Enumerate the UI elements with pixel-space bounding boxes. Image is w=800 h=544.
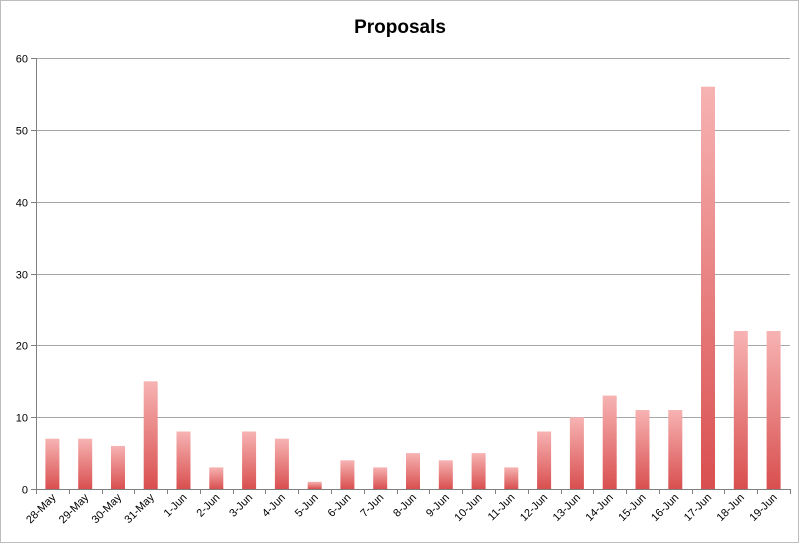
y-tick-label: 10 xyxy=(16,413,28,425)
bar-5-Jun xyxy=(307,481,322,489)
x-tick-label: 18-Jun xyxy=(715,492,747,524)
bar-30-May xyxy=(111,445,125,489)
bar-12-Jun xyxy=(537,431,552,489)
x-tick-label: 28-May xyxy=(24,491,59,526)
x-tick-label: 19-Jun xyxy=(747,492,779,524)
x-tick-label: 3-Jun xyxy=(227,492,255,520)
x-tick-label: 4-Jun xyxy=(260,492,288,520)
bar-14-Jun xyxy=(602,395,617,489)
x-tick-label: 11-Jun xyxy=(486,492,518,524)
x-tick-label: 7-Jun xyxy=(358,492,386,520)
bar-2-Jun xyxy=(209,467,224,489)
chart-title: Proposals xyxy=(354,17,446,38)
y-tick-label: 40 xyxy=(16,198,28,210)
bar-6-Jun xyxy=(340,460,355,489)
bar-8-Jun xyxy=(406,453,420,489)
bar-18-Jun xyxy=(733,331,748,489)
gridlines xyxy=(36,58,790,418)
y-tick-label: 30 xyxy=(16,270,28,282)
bar-15-Jun xyxy=(635,410,650,489)
x-tick-label: 12-Jun xyxy=(518,492,550,524)
y-tick-label: 20 xyxy=(16,341,28,353)
bar-17-Jun xyxy=(701,86,715,489)
bar-28-May xyxy=(45,438,60,489)
bar-13-Jun xyxy=(569,417,584,489)
bar-31-May xyxy=(143,381,158,490)
x-tick-label: 2-Jun xyxy=(194,492,222,520)
x-tick-label: 31-May xyxy=(122,491,157,526)
bar-1-Jun xyxy=(176,431,191,489)
x-tick-label: 13-Jun xyxy=(551,492,583,524)
bar-16-Jun xyxy=(668,410,683,489)
bar-3-Jun xyxy=(242,431,257,489)
x-tick-label: 30-May xyxy=(90,491,125,526)
x-tick-label: 16-Jun xyxy=(649,492,681,524)
x-tick-label: 15-Jun xyxy=(616,492,648,524)
y-axis-tick-labels: 0 10 20 30 40 50 60 xyxy=(16,54,36,497)
x-tick-label: 5-Jun xyxy=(293,492,321,520)
bar-9-Jun xyxy=(438,460,453,489)
y-tick-label: 50 xyxy=(16,126,28,138)
x-tick-label: 17-Jun xyxy=(682,492,714,524)
x-tick-label: 8-Jun xyxy=(391,492,419,520)
bar-29-May xyxy=(78,438,93,489)
bar-7-Jun xyxy=(373,467,388,489)
bar-19-Jun xyxy=(766,331,781,489)
bar-11-Jun xyxy=(504,467,519,489)
bar-4-Jun xyxy=(274,438,289,489)
x-tick-label: 14-Jun xyxy=(584,492,616,524)
y-tick-label: 0 xyxy=(22,485,28,497)
x-tick-label: 9-Jun xyxy=(424,492,452,520)
y-tick-label: 60 xyxy=(16,54,28,66)
bars xyxy=(45,86,781,490)
x-tick-label: 29-May xyxy=(57,491,92,526)
x-tick-label: 1-Jun xyxy=(162,492,190,520)
x-tick-label: 6-Jun xyxy=(326,492,354,520)
x-tick-label: 10-Jun xyxy=(452,492,484,524)
axes xyxy=(36,58,790,490)
bar-10-Jun xyxy=(471,453,486,489)
